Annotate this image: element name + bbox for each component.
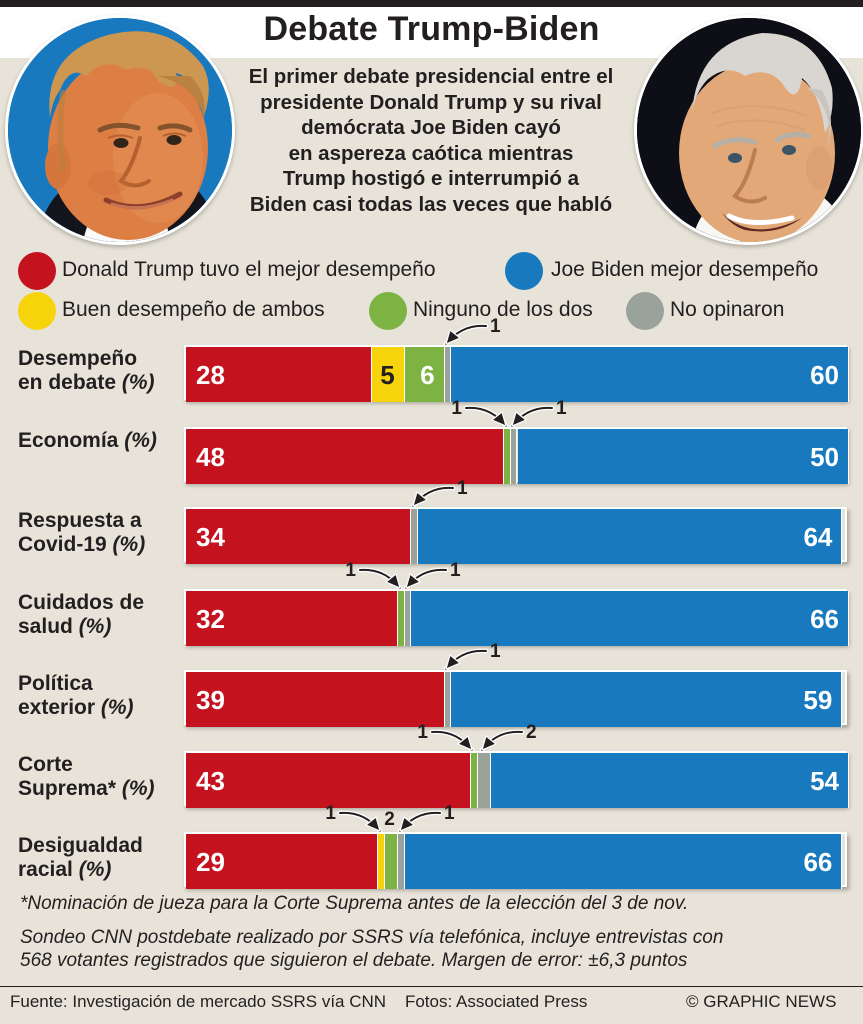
svg-text:1: 1	[345, 560, 356, 581]
svg-text:2: 2	[526, 722, 537, 743]
svg-text:1: 1	[490, 316, 501, 337]
svg-text:1: 1	[490, 641, 501, 662]
svg-text:1: 1	[450, 560, 461, 581]
svg-text:1: 1	[451, 398, 462, 419]
svg-text:1: 1	[418, 722, 429, 743]
svg-text:1: 1	[325, 803, 336, 824]
svg-text:1: 1	[556, 398, 567, 419]
svg-text:1: 1	[444, 803, 455, 824]
svg-text:1: 1	[457, 478, 468, 499]
